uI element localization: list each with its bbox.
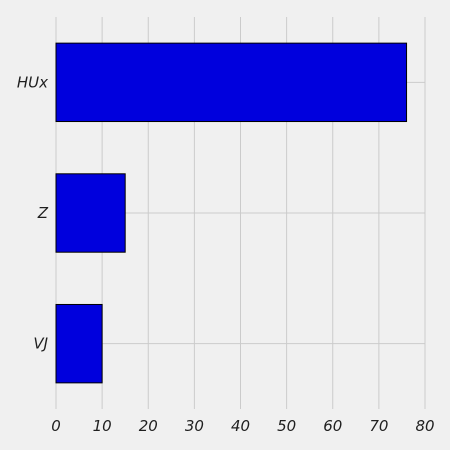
bar-vj — [55, 303, 103, 384]
bars — [55, 42, 408, 384]
x-tick-label: 20 — [139, 417, 158, 435]
bar-z — [55, 173, 126, 253]
x-tick-label: 10 — [93, 417, 112, 435]
x-tick-label: 0 — [51, 417, 61, 435]
x-tick-label: 30 — [185, 417, 204, 435]
x-tick-label: 80 — [415, 417, 434, 435]
x-tick-labels: 0 10 20 30 40 50 60 70 80 — [51, 417, 434, 435]
y-tick-label: Z — [37, 204, 49, 222]
y-tick-labels: HUx Z VJ — [17, 73, 49, 352]
x-tick-label: 60 — [323, 417, 342, 435]
x-tick-label: 40 — [231, 417, 250, 435]
y-tick-label: HUx — [17, 73, 48, 91]
x-tick-label: 70 — [369, 417, 388, 435]
bar-hux — [55, 42, 408, 123]
y-tick-label: VJ — [33, 335, 48, 353]
x-tick-label: 50 — [277, 417, 296, 435]
